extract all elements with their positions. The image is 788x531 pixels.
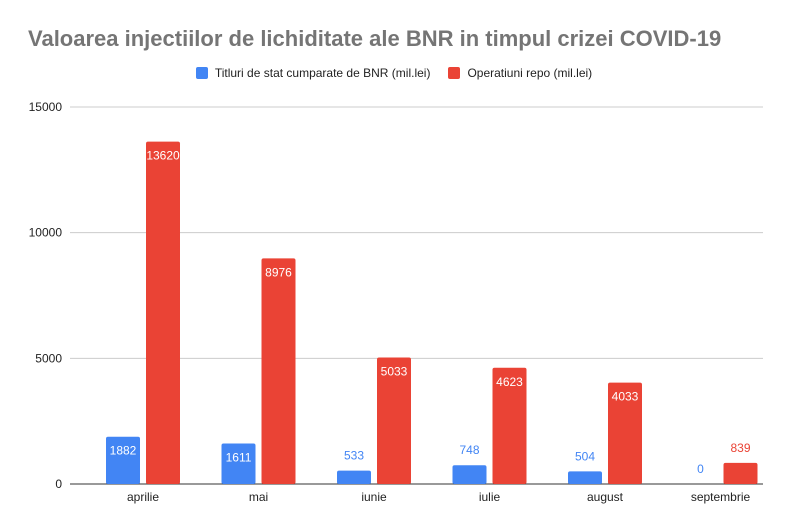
legend: Titluri de stat cumparate de BNR (mil.le… xyxy=(0,66,788,80)
data-label-repo-iulie: 4623 xyxy=(496,375,523,389)
legend-label-titluri: Titluri de stat cumparate de BNR (mil.le… xyxy=(214,66,431,80)
bar-titluri-august xyxy=(568,471,602,484)
bar-repo-aprilie xyxy=(146,141,180,484)
bar-titluri-iulie xyxy=(452,465,487,484)
x-tick-label-aprilie: aprilie xyxy=(127,490,159,504)
bar-titluri-mai xyxy=(221,443,256,484)
data-label-titluri-septembrie: 0 xyxy=(697,462,704,476)
bar-titluri-aprilie xyxy=(106,436,140,484)
y-tick-label: 15000 xyxy=(29,100,63,114)
data-label-titluri-iunie: 533 xyxy=(344,449,364,463)
x-tick-label-iulie: iulie xyxy=(479,490,501,504)
data-label-titluri-iulie: 748 xyxy=(459,443,479,457)
bar-repo-septembrie xyxy=(723,462,758,484)
data-label-repo-august: 4033 xyxy=(612,390,639,404)
x-tick-label-mai: mai xyxy=(249,490,268,504)
legend-swatch-titluri xyxy=(195,67,208,79)
data-label-titluri-mai: 1611 xyxy=(226,451,252,465)
data-label-repo-septembrie: 839 xyxy=(730,441,750,455)
y-tick-label: 10000 xyxy=(29,226,63,240)
legend-swatch-repo xyxy=(448,67,461,79)
data-label-repo-aprilie: 13620 xyxy=(146,149,180,163)
legend-item-titluri: Titluri de stat cumparate de BNR (mil.le… xyxy=(195,66,431,80)
chart-title: Valoarea injectiilor de lichiditate ale … xyxy=(28,26,722,51)
bar-repo-iunie xyxy=(377,357,411,484)
x-tick-label-septembrie: septembrie xyxy=(691,490,751,504)
bar-repo-mai xyxy=(261,258,296,484)
y-tick-label: 0 xyxy=(55,477,62,491)
data-label-repo-iunie: 5033 xyxy=(381,365,408,379)
bar-repo-august xyxy=(608,382,642,484)
bar-titluri-iunie xyxy=(337,470,371,484)
x-tick-label-august: august xyxy=(587,490,624,504)
legend-label-repo: Operatiuni repo (mil.lei) xyxy=(467,66,593,80)
data-label-titluri-aprilie: 1882 xyxy=(110,444,137,458)
y-tick-label: 5000 xyxy=(35,351,62,365)
data-label-titluri-august: 504 xyxy=(575,449,595,463)
x-tick-label-iunie: iunie xyxy=(361,490,387,504)
bar-repo-iulie xyxy=(492,367,527,484)
legend-item-repo: Operatiuni repo (mil.lei) xyxy=(448,66,592,80)
data-label-repo-mai: 8976 xyxy=(265,265,292,279)
